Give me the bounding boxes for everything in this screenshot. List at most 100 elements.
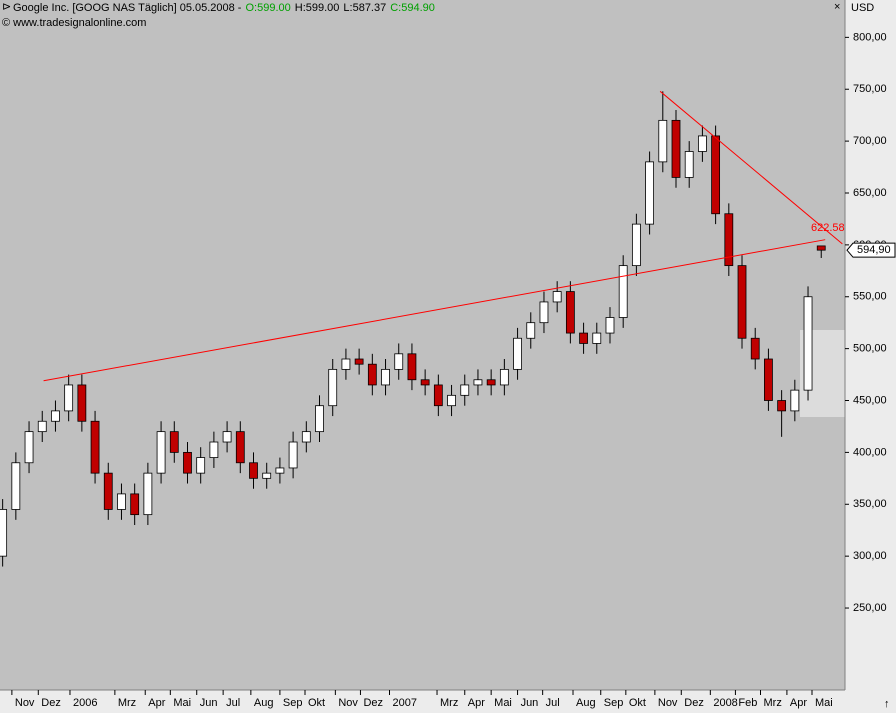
candle-body <box>473 379 483 386</box>
x-tick-label: Mrz <box>440 697 458 709</box>
close-button[interactable]: × <box>834 1 840 13</box>
axis-unit: USD <box>851 2 874 14</box>
header-value: L:587.37 <box>343 2 386 14</box>
candle-body <box>777 400 787 412</box>
candle-body <box>196 457 206 474</box>
x-tick-label: Feb <box>738 697 757 709</box>
x-tick-label: Mrz <box>764 697 782 709</box>
y-tick-label: 450,00 <box>853 394 887 406</box>
last-price-tag <box>846 242 896 258</box>
y-tick-label: 400,00 <box>853 446 887 458</box>
y-tick-label: 250,00 <box>853 602 887 614</box>
candle-body <box>51 410 60 422</box>
candle-body <box>737 265 747 339</box>
candle-body <box>367 363 377 386</box>
x-tick-label: Dez <box>41 697 61 709</box>
candle-body <box>750 337 760 360</box>
x-tick-label: Jun <box>521 697 539 709</box>
y-tick-label: 300,00 <box>853 550 887 562</box>
candle-body <box>11 462 21 510</box>
x-tick-label: Mai <box>494 697 512 709</box>
candle-body <box>341 358 351 370</box>
candle-body <box>249 462 258 479</box>
candle-body <box>711 135 721 215</box>
annotation: 622.58 <box>811 222 845 234</box>
x-tick-label: Dez <box>363 697 383 709</box>
scroll-arrow[interactable]: ↑ <box>884 698 890 710</box>
candle-body <box>486 379 496 386</box>
x-tick-label: Sep <box>283 697 303 709</box>
candle-body <box>143 472 153 516</box>
candle-body <box>631 223 641 267</box>
candle-body <box>658 119 668 163</box>
candle-body <box>328 368 338 407</box>
candle-body <box>698 135 707 152</box>
candle-body <box>169 431 179 453</box>
candle-body <box>381 368 390 386</box>
candle-body <box>90 420 100 474</box>
candle-body <box>77 384 87 422</box>
candle-body <box>499 368 509 386</box>
candle-body <box>407 353 417 381</box>
y-tick-label: 550,00 <box>853 291 887 303</box>
title-icon: ⊳ <box>2 1 11 13</box>
candle-body <box>579 332 588 344</box>
x-tick-label: Nov <box>15 697 35 709</box>
candle-body <box>605 317 615 334</box>
candle-body <box>394 353 404 370</box>
x-tick-label: 2008 <box>713 697 737 709</box>
x-tick-label: Dez <box>684 697 704 709</box>
plot-area <box>0 0 845 690</box>
candle-body <box>24 431 34 464</box>
x-tick-label: 2006 <box>73 697 97 709</box>
candle-body <box>156 431 166 474</box>
candle-body <box>420 379 430 386</box>
candle-body <box>526 322 536 339</box>
candle-body <box>130 493 140 516</box>
candle-body <box>64 384 74 412</box>
candle-body <box>37 420 47 433</box>
x-tick-label: 2007 <box>392 697 416 709</box>
y-tick-label: 750,00 <box>853 83 887 95</box>
x-tick-label: Sep <box>604 697 624 709</box>
candle-body <box>262 472 272 479</box>
candle-body <box>816 245 826 251</box>
candle-body <box>301 431 311 443</box>
x-tick-label: Apr <box>148 697 165 709</box>
y-tick-label: 500,00 <box>853 343 887 355</box>
x-tick-label: Apr <box>468 697 485 709</box>
candle-body <box>684 151 694 178</box>
candle-body <box>671 119 681 178</box>
header-value: O:599.00 <box>245 2 290 14</box>
y-tick-label: 350,00 <box>853 498 887 510</box>
x-tick-label: Okt <box>308 697 325 709</box>
candle-body <box>513 337 522 370</box>
x-tick-label: Jun <box>200 697 218 709</box>
x-tick-label: Nov <box>338 697 358 709</box>
x-tick-label: Apr <box>790 697 807 709</box>
y-tick-label: 650,00 <box>853 187 887 199</box>
x-tick-label: Aug <box>576 697 596 709</box>
candle-body <box>235 431 245 464</box>
x-tick-label: Okt <box>629 697 646 709</box>
x-tick-label: Mrz <box>118 697 136 709</box>
candle-body <box>592 332 602 344</box>
candle-body <box>0 509 8 557</box>
x-tick-label: Mai <box>173 697 191 709</box>
x-tick-label: Nov <box>658 697 678 709</box>
header-value: H:599.00 <box>295 2 340 14</box>
candle-body <box>117 493 126 510</box>
candle-body <box>790 389 800 412</box>
last-price-label: 594,90 <box>857 244 891 256</box>
candle-body <box>539 301 549 324</box>
candle-body <box>447 394 456 407</box>
candle-body <box>275 467 285 474</box>
candle-body <box>103 472 113 510</box>
candle-body <box>460 384 470 396</box>
subtitle: © www.tradesignalonline.com <box>2 17 146 29</box>
header-value: C:594.90 <box>390 2 435 14</box>
candle-body <box>552 291 562 303</box>
candle-body <box>315 405 324 433</box>
y-tick-label: 800,00 <box>853 31 887 43</box>
